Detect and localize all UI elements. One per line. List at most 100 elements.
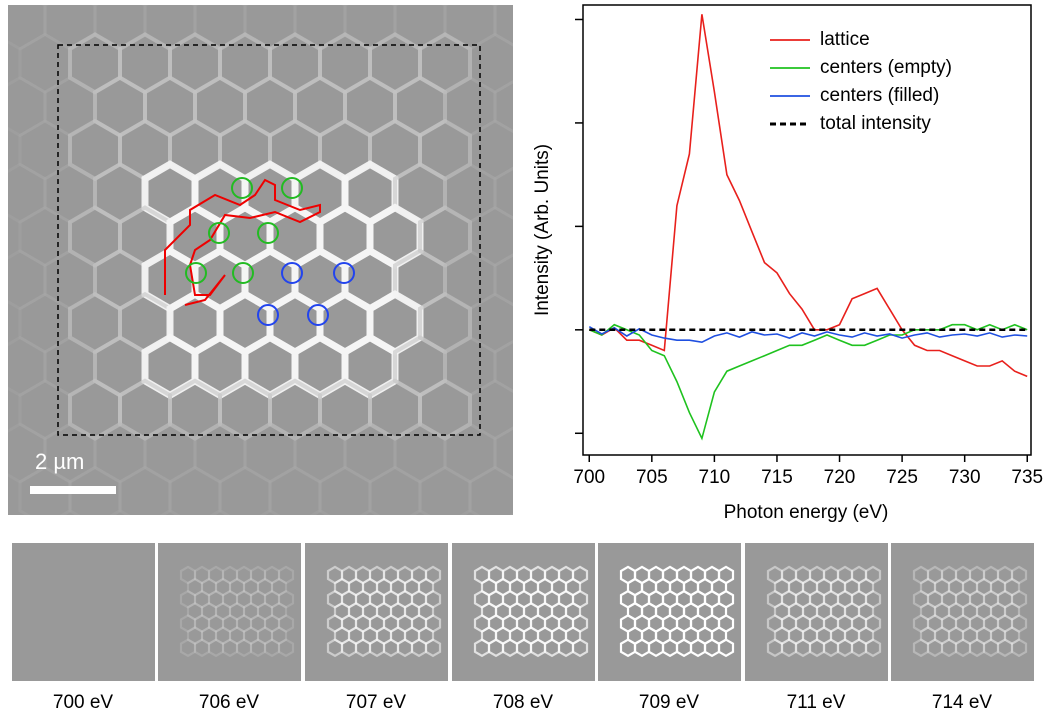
hexagon xyxy=(954,565,972,585)
hexagon xyxy=(93,422,147,484)
hexagon xyxy=(975,626,993,645)
hexagon xyxy=(249,589,267,609)
hexagon xyxy=(256,577,274,597)
hexagon xyxy=(940,565,958,585)
hexagon xyxy=(443,422,497,484)
plot-frame xyxy=(582,4,1032,456)
hexagon xyxy=(996,565,1014,585)
hexagon xyxy=(843,626,861,645)
hexagon xyxy=(207,638,225,658)
thumbnail xyxy=(891,543,1034,681)
hexagon xyxy=(8,249,47,311)
hexagon xyxy=(926,565,944,585)
x-tick-label: 735 xyxy=(1011,467,1043,488)
hexagon xyxy=(864,638,882,658)
hexagon xyxy=(424,638,442,658)
hexagon xyxy=(263,638,281,658)
hexagon xyxy=(242,626,260,645)
hexagon xyxy=(186,602,204,621)
hexagon xyxy=(168,465,222,515)
hexagon xyxy=(926,614,944,633)
hexagon xyxy=(829,602,847,621)
hexagon xyxy=(468,292,513,354)
hexagon xyxy=(919,602,937,621)
hexagon xyxy=(766,565,784,585)
hexagon xyxy=(940,614,958,633)
thumbnail-label: 709 eV xyxy=(639,692,700,713)
hexagon xyxy=(961,626,979,645)
hexagon xyxy=(787,577,805,597)
x-tick-label: 705 xyxy=(636,467,668,488)
hexagon xyxy=(318,465,372,515)
hexagon xyxy=(293,422,347,484)
hexagon xyxy=(186,577,204,597)
hexagon xyxy=(277,589,295,609)
x-tick-label: 700 xyxy=(573,467,605,488)
hexagon xyxy=(836,614,854,633)
hexagon xyxy=(179,589,197,609)
hexagon xyxy=(808,589,826,609)
hexagon xyxy=(221,589,239,609)
hexagon xyxy=(8,335,47,398)
hexagon xyxy=(270,577,288,597)
hexagon xyxy=(794,638,812,658)
hexagon xyxy=(968,614,986,633)
hexagon xyxy=(193,638,211,658)
hexagon xyxy=(468,32,513,94)
series-line xyxy=(588,326,1028,344)
hexagon xyxy=(68,465,122,515)
thumbnail-label: 707 eV xyxy=(346,692,407,713)
hexagon xyxy=(933,602,951,621)
hexagon xyxy=(1010,614,1028,633)
hexagon xyxy=(200,602,218,621)
hexagon xyxy=(773,602,791,621)
hexagon xyxy=(1010,638,1028,658)
hexagon xyxy=(857,626,875,645)
hexagon xyxy=(947,577,965,597)
hexagon xyxy=(857,577,875,597)
thumb-honeycomb xyxy=(326,565,442,658)
hexagon xyxy=(235,565,253,585)
hexagon xyxy=(418,465,472,515)
hexagon xyxy=(801,602,819,621)
hexagon xyxy=(221,638,239,658)
hexagon xyxy=(18,465,72,515)
legend-label: centers (empty) xyxy=(820,57,952,78)
hexagon xyxy=(996,614,1014,633)
x-tick-label: 725 xyxy=(886,467,918,488)
thumbnail xyxy=(12,543,155,681)
hexagon xyxy=(912,565,930,585)
thumbnail xyxy=(745,543,888,681)
hexagon xyxy=(982,589,1000,609)
scale-bar xyxy=(30,486,116,494)
hexagon xyxy=(193,589,211,609)
hexagon xyxy=(850,638,868,658)
hexagon xyxy=(214,602,232,621)
hexagon xyxy=(8,162,47,224)
hexagon xyxy=(989,602,1007,621)
hexagon xyxy=(179,565,197,585)
hexagon xyxy=(193,565,211,585)
legend-label: lattice xyxy=(820,29,870,50)
hexagon xyxy=(996,589,1014,609)
hexagon xyxy=(975,602,993,621)
hexagon xyxy=(8,5,47,51)
hexagon xyxy=(773,577,791,597)
thumbnail-label: 706 eV xyxy=(199,692,260,713)
hexagon xyxy=(270,602,288,621)
hexagon xyxy=(393,422,447,484)
hexagon xyxy=(468,465,513,515)
hexagon xyxy=(228,626,246,645)
y-axis-label: Intensity (Arb. Units) xyxy=(532,144,553,316)
hexagon xyxy=(43,422,97,484)
hexagon xyxy=(947,602,965,621)
hexagon xyxy=(815,577,833,597)
hexagon xyxy=(118,465,172,515)
hexagon xyxy=(780,614,798,633)
hexagon xyxy=(843,602,861,621)
hexagon xyxy=(207,565,225,585)
hexagon xyxy=(954,614,972,633)
legend-label: total intensity xyxy=(820,113,931,134)
hexagon xyxy=(766,589,784,609)
